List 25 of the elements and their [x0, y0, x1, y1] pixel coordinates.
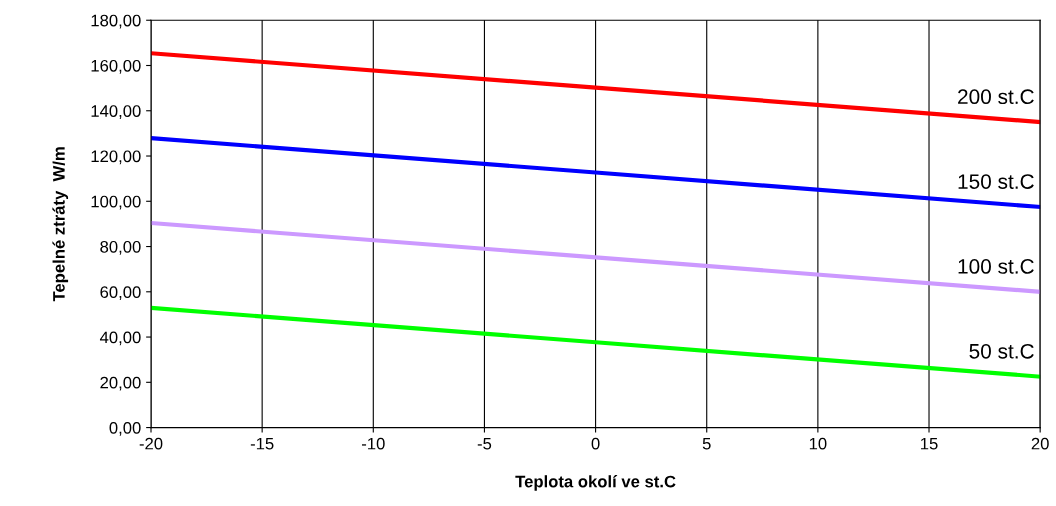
x-tick-label: 0	[591, 437, 600, 450]
x-tick-label: 5	[702, 437, 711, 450]
y-tick-label: 60,00	[100, 286, 141, 300]
y-tick-label: 100,00	[91, 195, 141, 210]
x-tick-label: 20	[1031, 437, 1049, 450]
x-tick-label: 10	[809, 437, 827, 450]
y-tick-label: 20,00	[100, 376, 141, 391]
y-tick-label: 140,00	[91, 105, 141, 119]
y-tick-label: 160,00	[91, 59, 141, 74]
series-label: 100 st.C	[958, 259, 1034, 274]
x-tick-label: 15	[921, 437, 938, 450]
x-axis-title: Teplota okolí ve st.C	[515, 475, 676, 491]
x-tick-label: -10	[361, 437, 385, 450]
y-tick-label: 180,00	[91, 14, 141, 29]
y-axis-title: Tepelné ztráty W/m	[52, 147, 69, 302]
series-label: 50 st.C	[969, 343, 1034, 359]
y-tick-label: 120,00	[91, 150, 141, 165]
x-tick-label: -5	[477, 437, 492, 450]
y-tick-label: 40,00	[99, 331, 141, 346]
series-label: 150 st.C	[958, 174, 1034, 189]
series-label: 200 st.C	[958, 89, 1034, 105]
x-tick-label: -15	[250, 437, 274, 450]
y-tick-label: 0,00	[109, 421, 141, 436]
x-tick-label: -20	[139, 437, 163, 450]
y-tick-label: 80,00	[100, 240, 141, 255]
